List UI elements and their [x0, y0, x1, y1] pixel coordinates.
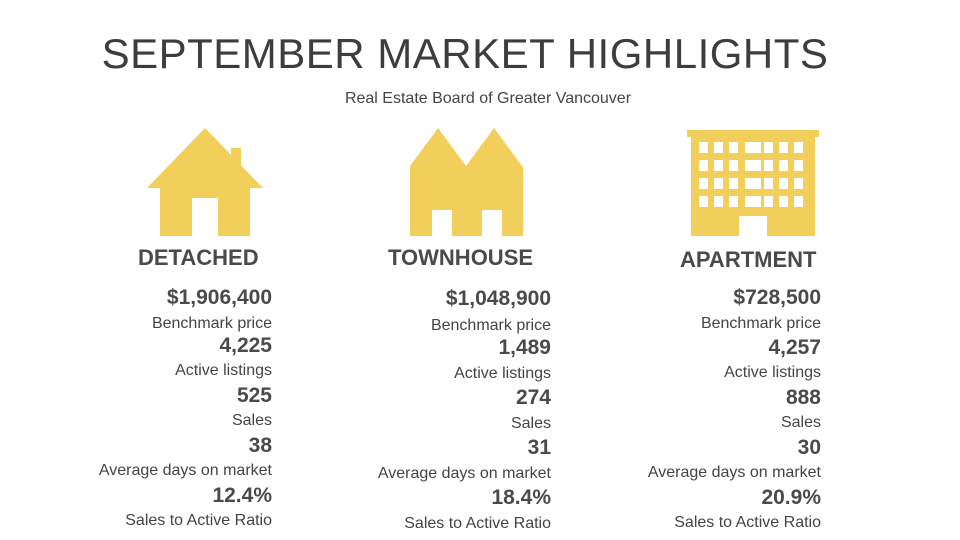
apartment-heading: APARTMENT [680, 247, 817, 272]
stat-label: Benchmark price [151, 315, 272, 332]
stat-value: 38 [248, 434, 272, 457]
stat-value: 18.4% [491, 486, 551, 509]
townhouse-column: TOWNHOUSE $1,048,900 Benchmark price 1,4… [340, 0, 551, 540]
apartment-active-listings: 4,257 Active listings [724, 336, 821, 383]
stat-label: Sales [510, 415, 551, 432]
stat-label: Sales to Active Ratio [125, 512, 272, 529]
stat-label: Sales to Active Ratio [674, 514, 821, 531]
stat-value: 20.9% [761, 486, 821, 509]
apartment-column: APARTMENT $728,500 Benchmark price 4,257… [610, 0, 821, 540]
detached-benchmark-price: $1,906,400 Benchmark price [152, 286, 272, 334]
stat-label: Sales [780, 414, 821, 431]
townhouse-benchmark-price: $1,048,900 Benchmark price [431, 287, 551, 336]
house-icon [147, 128, 263, 236]
stat-value: 4,257 [768, 336, 821, 359]
apartment-days-on-market: 30 Average days on market [648, 436, 821, 483]
stat-label: Benchmark price [430, 317, 551, 334]
apartment-sales-to-active-ratio: 20.9% Sales to Active Ratio [674, 486, 821, 533]
stat-value: 274 [515, 386, 551, 409]
townhouse-icon [410, 128, 523, 236]
detached-days-on-market: 38 Average days on market [99, 434, 272, 481]
stat-label: Average days on market [647, 464, 821, 481]
page-title: SEPTEMBER MARKET HIGHLIGHTS [101, 30, 829, 77]
stat-value: $1,906,400 [166, 286, 272, 309]
stat-value: 12.4% [212, 484, 272, 507]
stat-label: Average days on market [98, 462, 272, 479]
townhouse-active-listings: 1,489 Active listings [454, 336, 551, 384]
stat-label: Active listings [724, 364, 821, 381]
townhouse-sales: 274 Sales [511, 386, 551, 434]
detached-active-listings: 4,225 Active listings [175, 334, 272, 381]
stat-value: 525 [236, 384, 272, 407]
stat-value: 1,489 [498, 336, 551, 359]
townhouse-days-on-market: 31 Average days on market [378, 436, 551, 484]
apartment-benchmark-price: $728,500 Benchmark price [701, 286, 821, 334]
stat-label: Active listings [454, 365, 551, 382]
townhouse-sales-to-active-ratio: 18.4% Sales to Active Ratio [404, 486, 551, 534]
stat-label: Benchmark price [700, 315, 821, 332]
detached-sales: 525 Sales [232, 384, 272, 431]
townhouse-heading: TOWNHOUSE [388, 245, 534, 270]
page-subtitle: Real Estate Board of Greater Vancouver [344, 90, 632, 107]
stat-value: 4,225 [219, 334, 272, 357]
detached-sales-to-active-ratio: 12.4% Sales to Active Ratio [125, 484, 272, 531]
stat-label: Active listings [175, 362, 272, 379]
stat-value: 31 [527, 436, 551, 459]
stat-value: 30 [797, 436, 821, 459]
detached-heading: DETACHED [138, 245, 259, 270]
stat-label: Sales to Active Ratio [404, 515, 551, 532]
stat-value: 888 [785, 386, 821, 409]
stat-value: $728,500 [733, 286, 821, 309]
apartment-building-icon [687, 130, 819, 236]
detached-column: DETACHED $1,906,400 Benchmark price 4,22… [60, 0, 272, 540]
stat-label: Average days on market [377, 465, 551, 482]
stat-label: Sales [231, 412, 272, 429]
stat-value: $1,048,900 [445, 287, 551, 310]
apartment-sales: 888 Sales [781, 386, 821, 433]
